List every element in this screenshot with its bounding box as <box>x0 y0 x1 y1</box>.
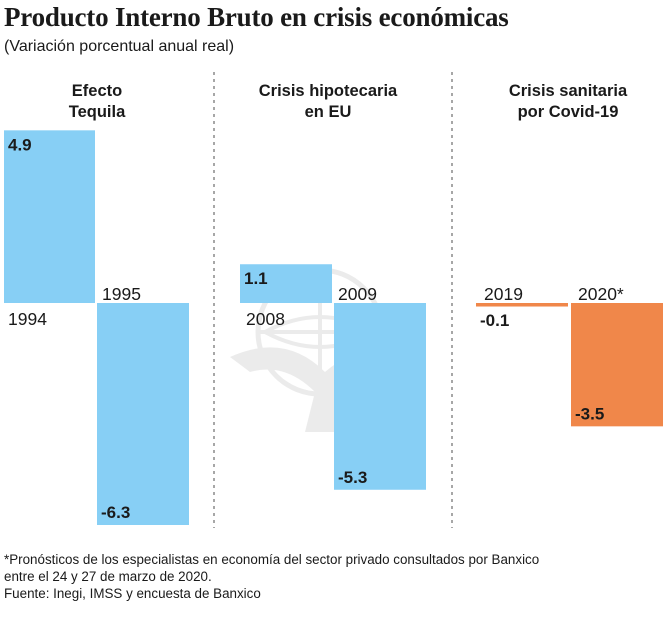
value-label-2019: -0.1 <box>480 311 509 330</box>
panel-2-title-line-1: Crisis hipotecaria <box>259 82 398 100</box>
panel-1-title-line-2: Tequila <box>69 103 126 121</box>
panel-3-title-line-2: por Covid-19 <box>518 103 619 121</box>
bar-1995 <box>97 303 189 525</box>
year-label-2008: 2008 <box>246 309 285 329</box>
value-label-1995: -6.3 <box>101 503 130 522</box>
year-label-2020: 2020* <box>578 284 624 304</box>
bar-1994 <box>4 130 95 303</box>
bar-2019 <box>476 303 568 307</box>
year-label-2019: 2019 <box>484 284 523 304</box>
value-label-2020: -3.5 <box>575 404 604 423</box>
footnote-line-2: entre el 24 y 27 de marzo de 2020. <box>4 569 212 584</box>
footnotes: *Pronósticos de los especialistas en eco… <box>4 551 664 602</box>
bar-2008 <box>240 264 332 303</box>
year-label-2009: 2009 <box>338 284 377 304</box>
chart-title: Producto Interno Bruto en crisis económi… <box>4 2 509 32</box>
year-label-1995: 1995 <box>102 284 141 304</box>
chart-area: Efecto Tequila 4.9 1994 -6.3 1995 Crisis hipot… <box>4 72 663 528</box>
panel-2-title-line-2: en EU <box>305 103 352 121</box>
source-note: Fuente: Inegi, IMSS y encuesta de Banxic… <box>4 586 261 601</box>
value-label-1994: 4.9 <box>8 135 32 154</box>
footnote-line-1: *Pronósticos de los especialistas en eco… <box>4 552 540 567</box>
year-label-1994: 1994 <box>8 309 47 329</box>
chart-subtitle: (Variación porcentual anual real) <box>4 38 235 55</box>
value-label-2009: -5.3 <box>338 468 367 487</box>
panel-3-title-line-1: Crisis sanitaria <box>509 82 628 100</box>
value-label-2008: 1.1 <box>244 269 268 288</box>
bar-2020 <box>571 303 663 427</box>
bar-2009 <box>334 303 426 490</box>
panel-1-title-line-1: Efecto <box>72 82 122 100</box>
